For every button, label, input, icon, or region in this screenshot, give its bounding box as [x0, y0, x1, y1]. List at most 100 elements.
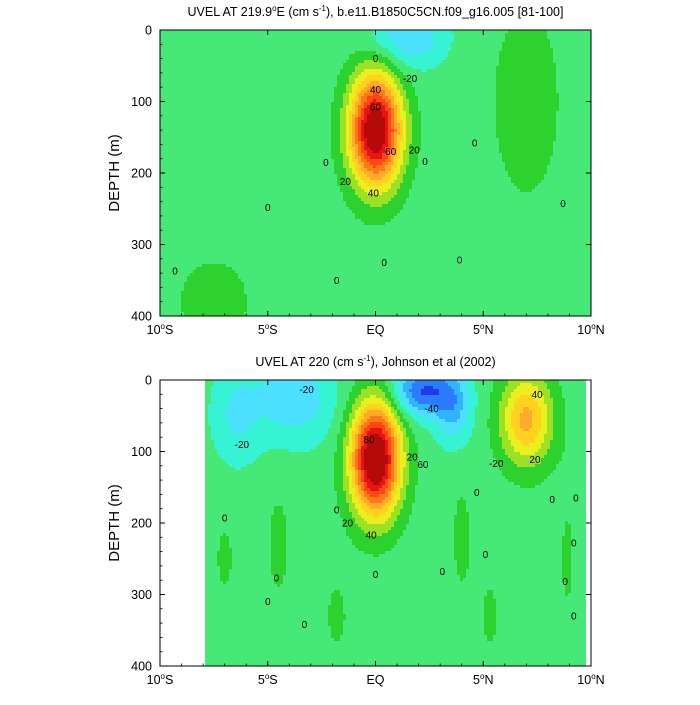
field-cell: [364, 36, 368, 40]
field-cell: [229, 30, 233, 34]
field-cell: [358, 48, 362, 52]
field-cell: [274, 45, 278, 49]
field-cell: [244, 42, 248, 46]
field-cell: [541, 39, 545, 43]
field-cell: [508, 36, 512, 40]
field-cell: [250, 51, 254, 55]
field-cell: [388, 39, 392, 43]
field-cell: [376, 39, 380, 43]
field-cell: [472, 30, 476, 34]
field-cell: [484, 48, 488, 52]
field-cell: [334, 45, 338, 49]
field-cell: [190, 42, 194, 46]
field-cell: [184, 33, 188, 37]
field-cell: [400, 30, 404, 34]
field-cell: [364, 48, 368, 52]
field-cell: [160, 39, 164, 43]
field-cell: [400, 42, 404, 46]
field-cell: [442, 48, 446, 52]
field-cell: [325, 36, 329, 40]
field-cell: [175, 45, 179, 49]
field-cell: [388, 30, 392, 34]
field-cell: [235, 30, 239, 34]
field-cell: [439, 48, 443, 52]
field-cell: [259, 45, 263, 49]
field-cell: [169, 51, 173, 55]
field-cell: [499, 45, 503, 49]
field-cell: [502, 30, 506, 34]
field-cell: [235, 36, 239, 40]
field-cell: [226, 42, 230, 46]
field-cell: [238, 30, 242, 34]
field-cell: [202, 39, 206, 43]
field-cell: [292, 33, 296, 37]
field-cell: [244, 30, 248, 34]
field-cell: [292, 48, 296, 52]
field-cell: [517, 36, 521, 40]
field-cell: [475, 33, 479, 37]
field-cell: [178, 30, 182, 34]
field-cell: [409, 48, 413, 52]
field-cell: [319, 45, 323, 49]
field-cell: [547, 30, 551, 34]
field-cell: [466, 33, 470, 37]
field-cell: [436, 33, 440, 37]
field-cell: [331, 51, 335, 55]
field-cell: [574, 30, 578, 34]
field-cell: [343, 42, 347, 46]
field-cell: [466, 45, 470, 49]
field-cell: [253, 36, 257, 40]
field-cell: [433, 30, 437, 34]
field-cell: [325, 45, 329, 49]
field-cell: [247, 42, 251, 46]
field-cell: [445, 30, 449, 34]
field-cell: [166, 30, 170, 34]
field-cell: [529, 42, 533, 46]
field-cell: [433, 39, 437, 43]
field-cell: [250, 45, 254, 49]
field-cell: [322, 33, 326, 37]
field-cell: [226, 36, 230, 40]
field-cell: [274, 36, 278, 40]
field-cell: [199, 30, 203, 34]
field-cell: [421, 39, 425, 43]
field-cell: [490, 33, 494, 37]
field-cell: [415, 42, 419, 46]
field-cell: [238, 39, 242, 43]
field-cell: [364, 42, 368, 46]
field-cell: [394, 42, 398, 46]
field-cell: [172, 42, 176, 46]
field-cell: [409, 45, 413, 49]
field-cell: [559, 42, 563, 46]
field-cell: [283, 45, 287, 49]
field-cell: [568, 33, 572, 37]
field-cell: [574, 39, 578, 43]
field-cell: [235, 51, 239, 55]
field-cell: [265, 39, 269, 43]
field-cell: [541, 42, 545, 46]
field-cell: [169, 39, 173, 43]
field-cell: [370, 45, 374, 49]
field-cell: [523, 45, 527, 49]
field-cell: [181, 45, 185, 49]
field-cell: [388, 33, 392, 37]
field-cell: [391, 39, 395, 43]
field-cell: [565, 45, 569, 49]
field-cell: [523, 48, 527, 52]
field-cell: [298, 33, 302, 37]
field-cell: [406, 51, 410, 55]
field-cell: [430, 39, 434, 43]
field-cell: [226, 45, 230, 49]
field-cell: [568, 45, 572, 49]
field-cell: [370, 48, 374, 52]
field-cell: [523, 33, 527, 37]
field-cell: [286, 42, 290, 46]
field-cell: [376, 45, 380, 49]
field-cell: [367, 51, 371, 55]
field-cell: [460, 36, 464, 40]
field-cell: [523, 39, 527, 43]
field-cell: [430, 36, 434, 40]
field-cell: [541, 33, 545, 37]
field-cell: [556, 36, 560, 40]
field-cell: [475, 39, 479, 43]
